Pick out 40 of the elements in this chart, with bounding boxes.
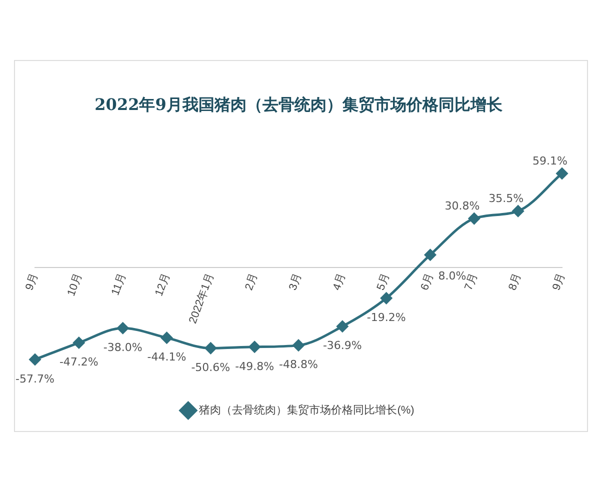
point (29, 354, 41, 366)
data-label: 8.0% (438, 270, 466, 283)
x-tick-label: 2月 (243, 272, 260, 292)
x-tick-label: 6月 (418, 272, 436, 292)
data-label: -57.7% (16, 372, 54, 386)
point (512, 205, 524, 217)
point (248, 341, 260, 353)
x-tick-label: 2022年1月 (187, 272, 216, 326)
x-tick-label: 9月 (24, 272, 41, 292)
point (117, 322, 129, 334)
data-label: -50.6% (191, 361, 230, 374)
data-label: -19.2% (366, 311, 406, 324)
point (292, 340, 304, 352)
x-tick-label: 10月 (65, 272, 85, 298)
x-tick-label: 11月 (110, 272, 128, 297)
data-label: 59.1% (532, 154, 568, 168)
point (424, 249, 436, 261)
point (204, 342, 216, 354)
data-label: 30.8% (444, 199, 480, 212)
point (556, 168, 568, 180)
data-label: 35.5% (488, 192, 524, 205)
data-label: -48.8% (279, 358, 318, 372)
point (380, 292, 392, 304)
x-tick-label: 4月 (330, 272, 348, 292)
x-tick-label: 3月 (287, 272, 304, 292)
data-label: -47.2% (59, 356, 98, 369)
x-tick-label: 8月 (506, 272, 524, 292)
x-tick-label: 5月 (374, 272, 392, 292)
data-label: -44.1% (147, 350, 186, 364)
point (73, 337, 85, 349)
point (468, 212, 480, 224)
legend-label: 猪肉（去骨统肉）集贸市场价格同比增长(%) (199, 404, 414, 417)
point (336, 320, 348, 332)
data-label: -49.8% (235, 360, 274, 373)
x-tick-label: 9月 (550, 272, 568, 292)
data-label: -38.0% (103, 340, 142, 354)
point (161, 332, 172, 344)
data-label: -36.9% (322, 339, 362, 352)
chart-title: 2022年9月我国猪肉（去骨统肉）集贸市场价格同比增长 (94, 94, 504, 114)
x-tick-label: 12月 (153, 272, 172, 298)
